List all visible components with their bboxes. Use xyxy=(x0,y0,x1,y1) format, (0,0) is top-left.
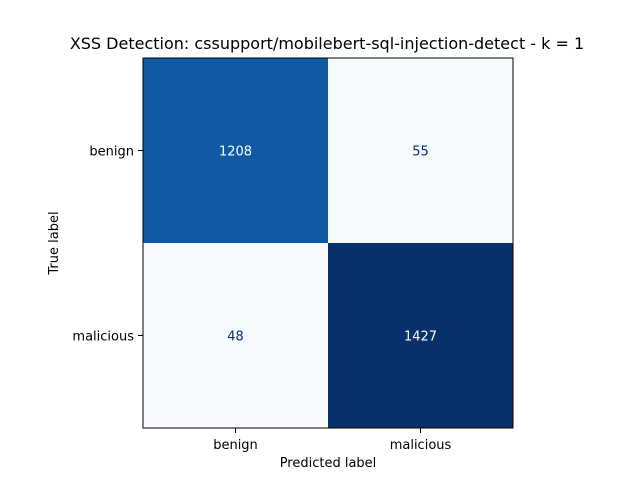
matrix-cells xyxy=(143,58,513,428)
cell-value-label: 1208 xyxy=(219,145,252,160)
x-axis-ticks: benign malicious xyxy=(213,428,452,453)
cell-value-label: 48 xyxy=(227,330,244,345)
cell-value-label: 1427 xyxy=(404,330,437,345)
cell-value-label: 55 xyxy=(412,145,429,160)
y-axis-label: True label xyxy=(47,211,62,275)
y-tick-label: benign xyxy=(89,145,134,160)
x-tick-label: benign xyxy=(213,438,258,453)
y-tick-label: malicious xyxy=(72,330,134,345)
chart-title: XSS Detection: cssupport/mobilebert-sql-… xyxy=(70,34,584,53)
y-axis-ticks: benign malicious xyxy=(72,145,143,345)
matrix-cell-labels: 1208 55 48 1427 xyxy=(219,145,437,345)
plot-frame xyxy=(142,57,514,429)
matrix-cell-benign-malicious xyxy=(328,58,513,243)
matrix-cell-malicious-malicious xyxy=(328,243,513,428)
matrix-cell-malicious-benign xyxy=(143,243,328,428)
x-axis-label: Predicted label xyxy=(280,456,377,471)
matrix-cell-benign-benign xyxy=(143,58,328,243)
x-tick-label: malicious xyxy=(390,438,452,453)
